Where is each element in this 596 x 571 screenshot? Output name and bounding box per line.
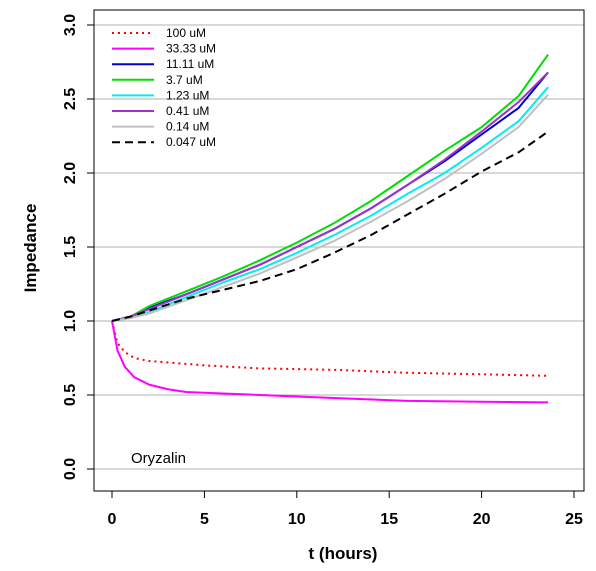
legend-label-5: 0.41 uM <box>166 104 209 118</box>
series-line-0 <box>111 320 549 377</box>
series-lines <box>111 54 549 404</box>
x-tick-label-5: 25 <box>565 511 583 528</box>
x-axis: 0 5 10 15 20 25 <box>108 491 583 528</box>
y-axis: 0.0 0.5 1.0 1.5 2.0 2.5 3.0 <box>62 14 94 480</box>
legend-label-7: 0.047 uM <box>166 135 216 149</box>
legend-label-6: 0.14 uM <box>166 120 209 134</box>
legend-label-3: 3.7 uM <box>166 73 203 87</box>
legend-label-2: 11.11 uM <box>166 57 214 71</box>
y-tick-label-2: 1.0 <box>62 310 79 332</box>
x-tick-label-0: 0 <box>108 511 117 528</box>
series-line-3 <box>111 54 549 322</box>
y-tick-label-3: 1.5 <box>62 236 79 258</box>
series-line-5 <box>111 71 549 322</box>
y-tick-label-0: 0.0 <box>62 458 79 480</box>
legend-label-1: 33.33 uM <box>166 42 216 56</box>
y-tick-label-5: 2.5 <box>62 88 79 110</box>
series-line-6 <box>111 93 549 322</box>
x-axis-title: t (hours) <box>309 544 378 563</box>
x-tick-label-4: 20 <box>473 511 491 528</box>
annotation-label: Oryzalin <box>131 450 186 467</box>
y-tick-label-4: 2.0 <box>62 162 79 184</box>
legend-label-4: 1.23 uM <box>166 88 209 102</box>
legend-label-0: 100 uM <box>166 26 206 40</box>
plot-border <box>93 9 585 492</box>
series-line-1 <box>111 320 549 404</box>
series-line-7 <box>111 130 549 322</box>
x-tick-label-2: 10 <box>288 511 306 528</box>
x-tick-label-1: 5 <box>200 511 209 528</box>
gridlines <box>94 24 584 470</box>
y-tick-label-6: 3.0 <box>62 14 79 36</box>
y-tick-label-1: 0.5 <box>62 384 79 406</box>
y-axis-title: Impedance <box>21 204 40 293</box>
x-tick-label-3: 15 <box>380 511 398 528</box>
